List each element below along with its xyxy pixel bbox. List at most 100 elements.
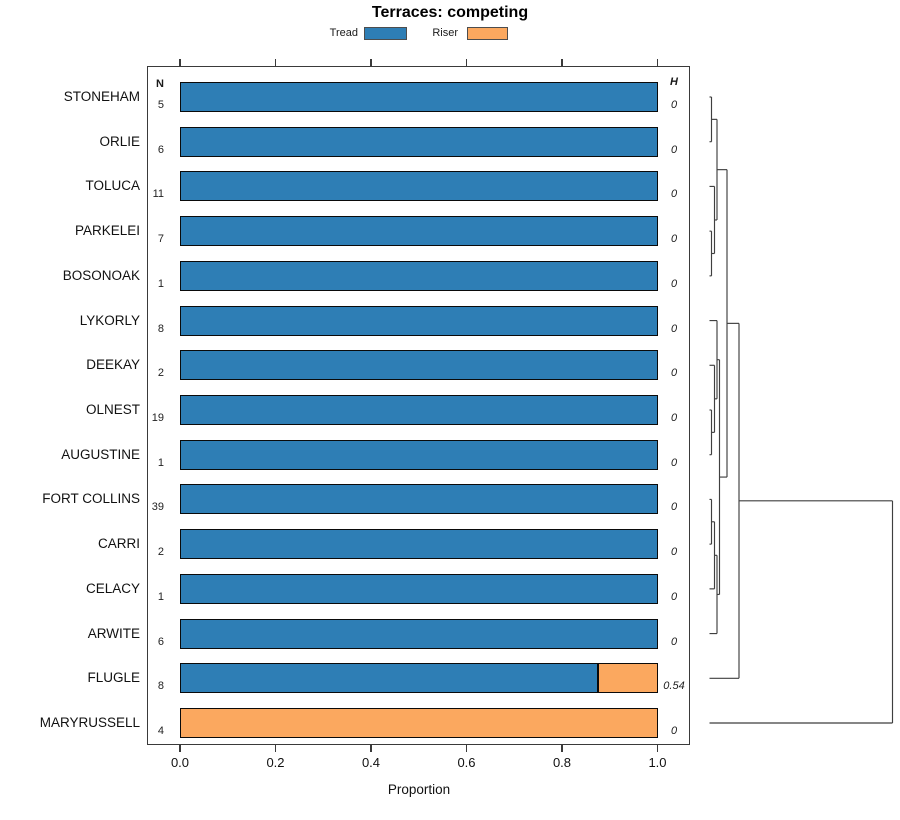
x-axis-tick-top — [465, 59, 468, 66]
bar-segment-tread — [180, 618, 658, 649]
x-axis-tick-top — [561, 59, 563, 66]
bar-row — [180, 707, 658, 738]
x-axis-tick-bottom — [561, 745, 563, 752]
bar-segment-tread — [180, 529, 658, 560]
bar-row — [180, 82, 658, 112]
x-axis-tick-bottom — [465, 745, 468, 752]
row-n-value: 2 — [157, 367, 164, 380]
row-label: TOLUCA — [85, 178, 140, 194]
row-label: OLNEST — [85, 401, 140, 417]
bar-segment-riser — [180, 707, 658, 738]
bar-row — [180, 618, 658, 649]
row-h-value: 0 — [670, 411, 678, 424]
row-h-value: 0 — [670, 456, 678, 469]
bar-row — [180, 394, 658, 425]
row-n-value: 8 — [157, 322, 164, 335]
bar-row — [180, 260, 658, 291]
bar-segment-tread — [180, 305, 658, 336]
bar-row — [180, 305, 658, 336]
row-n-value: 11 — [152, 188, 164, 201]
row-label: AUGUSTINE — [61, 446, 140, 462]
row-label: ORLIE — [99, 133, 140, 149]
row-n-value: 19 — [151, 411, 164, 424]
row-n-value: 2 — [157, 546, 164, 559]
x-axis-tick-label: 0.8 — [552, 755, 572, 770]
row-h-value: 0.54 — [663, 680, 685, 693]
row-label: BOSONOAK — [62, 267, 140, 283]
row-n-value: 4 — [157, 724, 164, 737]
row-label: CARRI — [97, 536, 140, 552]
chart-title: Terraces: competing — [371, 4, 529, 21]
bar-segment-tread — [180, 394, 658, 425]
bar-row — [180, 484, 658, 515]
row-h-value: 0 — [670, 277, 678, 290]
x-axis-tick-bottom — [656, 745, 659, 752]
row-n-value: 1 — [157, 590, 164, 603]
plot-frame — [147, 66, 690, 745]
bar-row — [180, 216, 658, 247]
legend-label-riser: Riser — [432, 27, 458, 39]
row-h-value: 0 — [670, 635, 678, 648]
x-axis-tick-top — [179, 59, 181, 66]
x-axis-tick-top — [274, 59, 277, 66]
row-h-value: 0 — [670, 367, 678, 380]
x-axis-tick-bottom — [274, 745, 277, 752]
row-n-value: 1 — [157, 456, 164, 469]
row-label: LYKORLY — [79, 312, 140, 328]
row-n-value: 6 — [157, 635, 164, 648]
x-axis-tick-bottom — [370, 745, 372, 752]
legend-label-tread: Tread — [329, 27, 358, 39]
row-n-value: 6 — [157, 143, 164, 156]
bar-segment-tread — [180, 663, 598, 694]
x-axis-tick-label: 0.2 — [266, 755, 285, 770]
bar-row — [180, 171, 658, 202]
bar-row — [180, 439, 658, 470]
row-label: DEEKAY — [86, 357, 140, 373]
x-axis-tick-top — [370, 59, 372, 66]
row-n-value: 5 — [157, 99, 164, 111]
x-axis-tick-label: 0.0 — [170, 755, 190, 770]
bar-row — [180, 663, 658, 694]
row-h-value: 0 — [670, 233, 678, 246]
row-n-value: 7 — [157, 233, 164, 246]
row-label: PARKELEI — [74, 223, 140, 239]
x-axis-tick-top — [656, 59, 659, 66]
row-h-value: 0 — [670, 724, 678, 737]
bar-row — [180, 529, 658, 560]
bar-segment-tread — [180, 573, 658, 604]
bar-segment-tread — [180, 216, 658, 247]
legend-swatch-tread — [364, 27, 407, 40]
row-label: FLUGLE — [87, 670, 140, 686]
bar-segment-tread — [180, 350, 658, 381]
bar-segment-tread — [180, 126, 658, 157]
row-h-value: 0 — [670, 143, 678, 156]
row-h-value: 0 — [670, 322, 678, 335]
row-n-value: 39 — [151, 501, 164, 514]
row-label: MARYRUSSELL — [39, 714, 140, 730]
bar-segment-tread — [180, 260, 658, 291]
row-label: ARWITE — [87, 625, 140, 641]
bar-segment-tread — [180, 439, 658, 470]
bar-segment-tread — [180, 82, 658, 112]
row-h-value: 0 — [670, 99, 678, 111]
bar-segment-tread — [180, 171, 658, 202]
n-column-header: N — [156, 78, 164, 90]
x-axis-tick-label: 0.6 — [457, 755, 476, 770]
bar-row — [180, 350, 658, 381]
row-h-value: 0 — [670, 188, 678, 201]
x-axis-tick-label: 1.0 — [648, 755, 667, 770]
bar-segment-tread — [180, 484, 658, 515]
x-axis-label: Proportion — [387, 782, 451, 797]
h-column-header: H — [670, 76, 678, 88]
row-n-value: 1 — [157, 277, 164, 290]
x-axis-tick-bottom — [179, 745, 181, 752]
row-label: STONEHAM — [63, 89, 140, 104]
legend-swatch-riser — [467, 27, 508, 40]
row-h-value: 0 — [670, 590, 678, 603]
row-label: CELACY — [85, 580, 140, 596]
bar-segment-riser — [597, 663, 658, 694]
row-n-value: 8 — [157, 680, 164, 693]
bar-row — [180, 573, 658, 604]
bar-row — [180, 126, 658, 157]
